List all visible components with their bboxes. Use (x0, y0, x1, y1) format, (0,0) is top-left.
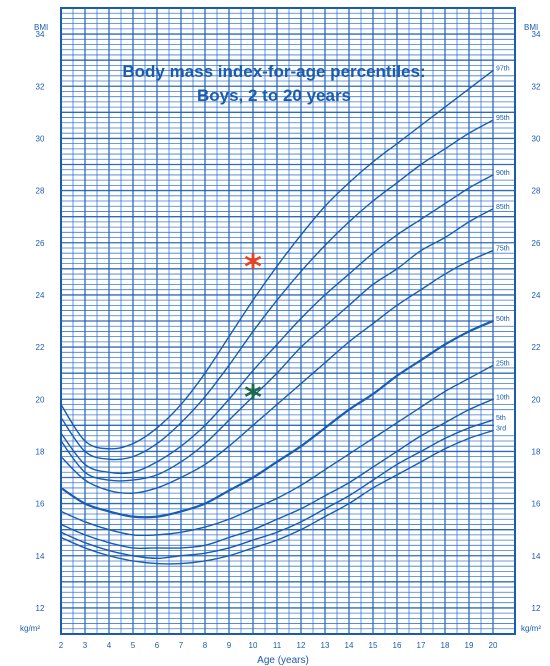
x-tick-label: 6 (155, 641, 160, 650)
chart-title-line1: Body mass index-for-age percentiles: (122, 62, 425, 81)
y-tick-label-right: 14 (532, 552, 541, 561)
x-tick-label: 3 (83, 641, 88, 650)
percentile-label-background (494, 358, 514, 368)
percentile-label-background (494, 63, 514, 73)
percentile-label-background (494, 201, 514, 211)
x-tick-label: 7 (179, 641, 184, 650)
percentile-curve-50th (60, 319, 494, 519)
x-tick-label: 20 (489, 641, 498, 650)
percentile-label-50th: 50th (496, 316, 510, 323)
percentile-label-background (494, 392, 514, 402)
y-tick-label-right: 24 (532, 291, 541, 300)
x-tick-label: 14 (345, 641, 354, 650)
unit-label-right: kg/m² (521, 624, 541, 633)
unit-label-left: kg/m² (20, 624, 40, 633)
percentile-curve-5th (60, 419, 494, 560)
percentile-label-10th: 10th (496, 394, 510, 401)
y-tick-label-right: 12 (532, 604, 541, 613)
y-tick-label-right: 34 (532, 30, 541, 39)
y-tick-label-right: 28 (532, 187, 541, 196)
percentile-label-background (494, 113, 514, 123)
percentile-label-97th: 97th (496, 66, 510, 73)
y-tick-label-left: 18 (36, 447, 45, 456)
chart-title-line2: Boys, 2 to 20 years (197, 86, 351, 105)
x-tick-label: 4 (107, 641, 112, 650)
y-tick-label-right: 26 (532, 239, 541, 248)
y-tick-label-right: 30 (532, 134, 541, 143)
x-tick-label: 8 (203, 641, 208, 650)
x-tick-label: 17 (417, 641, 426, 650)
y-tick-label-right: 22 (532, 343, 541, 352)
percentile-label-background (494, 413, 514, 423)
percentile-curve-75th (60, 249, 494, 494)
y-tick-label-right: 16 (532, 500, 541, 509)
y-tick-label-left: 14 (36, 552, 45, 561)
x-tick-label: 16 (393, 641, 402, 650)
percentile-curves (60, 70, 494, 565)
x-tick-label: 5 (131, 641, 136, 650)
y-tick-label-left: 24 (36, 291, 45, 300)
percentile-label-85th: 85th (496, 204, 510, 211)
percentile-label-5th: 5th (496, 415, 506, 422)
percentile-curve-10th (60, 398, 494, 550)
chart-title: Body mass index-for-age percentiles: Boy… (122, 62, 425, 105)
percentile-curve-25th (60, 364, 494, 537)
y-tick-label-left: 26 (36, 239, 45, 248)
percentile-curve-90th (60, 174, 494, 475)
y-axis-label-right: BMI (524, 23, 538, 32)
x-tick-label: 9 (227, 641, 232, 650)
percentile-label-3rd: 3rd (496, 426, 506, 433)
x-tick-label: 10 (249, 641, 258, 650)
plot-frame (60, 7, 516, 635)
percentile-label-75th: 75th (496, 246, 510, 253)
x-tick-label: 11 (273, 641, 282, 650)
percentile-label-background (494, 167, 514, 177)
y-tick-label-left: 16 (36, 500, 45, 509)
y-tick-label-left: 32 (36, 82, 45, 91)
percentile-label-90th: 90th (496, 170, 510, 177)
asterisk-marker: * (244, 378, 262, 418)
percentile-curve-95th (60, 119, 494, 461)
percentile-label-background (494, 423, 514, 433)
y-tick-label-right: 32 (532, 82, 541, 91)
y-tick-label-left: 34 (36, 30, 45, 39)
y-tick-label-right: 18 (532, 447, 541, 456)
y-tick-label-left: 22 (36, 343, 45, 352)
x-tick-label: 15 (369, 641, 378, 650)
x-axis-label: Age (years) (257, 655, 309, 666)
asterisk-marker: * (244, 248, 262, 288)
percentile-curve-85th (60, 208, 494, 482)
percentile-labels: 97th 95th 90th 85th 75th 50th 25th 10th 5th 3rd (494, 63, 514, 433)
x-tick-label: 13 (321, 641, 330, 650)
x-tick-label: 18 (441, 641, 450, 650)
y-tick-label-left: 30 (36, 134, 45, 143)
percentile-curve-97th (60, 70, 494, 450)
percentile-label-95th: 95th (496, 115, 510, 122)
x-tick-label: 12 (297, 641, 306, 650)
y-tick-label-left: 28 (36, 187, 45, 196)
patient-markers: ** (244, 248, 262, 418)
y-tick-label-left: 12 (36, 604, 45, 613)
x-tick-label: 2 (59, 641, 64, 650)
percentile-label-25th: 25th (496, 360, 510, 367)
percentile-label-background (494, 243, 514, 253)
percentile-label-background (494, 314, 514, 323)
y-axis-label-left: BMI (34, 23, 48, 32)
y-tick-label-left: 20 (36, 395, 45, 404)
x-tick-label: 19 (465, 641, 474, 650)
percentile-curve-3rd (60, 429, 494, 565)
y-tick-label-right: 20 (532, 395, 541, 404)
